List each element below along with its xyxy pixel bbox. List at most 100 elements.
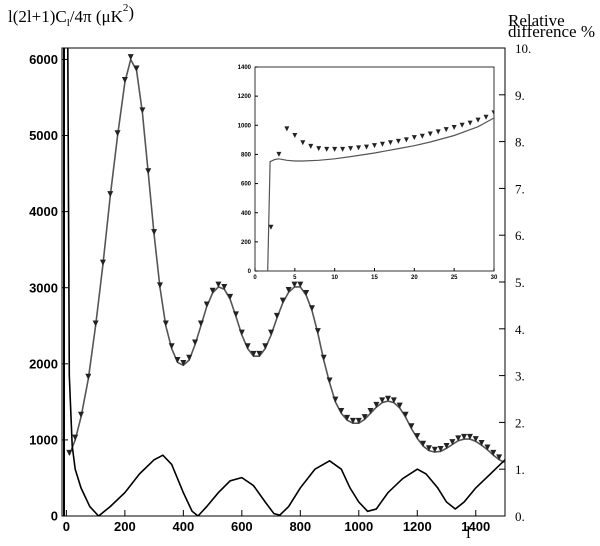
marker xyxy=(314,328,321,335)
plot-area xyxy=(267,110,494,271)
marker xyxy=(107,191,114,198)
plot-area xyxy=(66,48,505,516)
y-axis-title-part: 2 xyxy=(123,2,129,14)
marker xyxy=(292,132,298,138)
marker xyxy=(402,411,409,418)
series-line xyxy=(68,57,505,464)
marker xyxy=(215,281,222,288)
marker xyxy=(244,343,251,350)
series-line xyxy=(267,117,494,271)
y2-tick-label: 3. xyxy=(515,369,525,384)
marker xyxy=(387,140,393,146)
marker xyxy=(285,286,292,293)
marker xyxy=(491,110,494,116)
marker xyxy=(262,343,269,350)
marker xyxy=(361,414,368,421)
marker xyxy=(151,229,158,236)
x-tick-label: 20 xyxy=(411,275,418,281)
marker xyxy=(484,444,491,451)
marker xyxy=(324,146,330,152)
y2-tick-label: 8. xyxy=(515,135,525,150)
marker xyxy=(372,143,377,149)
y2-tick-label: 7. xyxy=(515,181,525,196)
marker xyxy=(180,360,187,367)
x-tick-label: 0 xyxy=(253,275,257,281)
y-axis-title-part: l xyxy=(67,17,70,29)
x-tick-label: 800 xyxy=(289,519,311,534)
marker xyxy=(99,259,106,266)
y2-tick-label: 5. xyxy=(515,275,525,290)
marker xyxy=(427,131,433,137)
marker xyxy=(449,439,456,446)
y2-tick-label: 0. xyxy=(515,509,525,524)
marker xyxy=(459,122,465,128)
marker xyxy=(414,433,421,440)
marker xyxy=(276,151,282,157)
y2-axis-title: Relative xyxy=(508,11,565,30)
marker xyxy=(395,138,401,144)
marker xyxy=(425,445,432,452)
plot-frame xyxy=(61,47,506,517)
marker xyxy=(297,281,304,288)
marker xyxy=(390,397,397,404)
marker xyxy=(408,423,415,430)
plot-frame xyxy=(254,66,495,272)
y-tick-label: 600 xyxy=(241,182,252,188)
y2-tick-label: 10. xyxy=(515,41,531,56)
y-tick-label: 800 xyxy=(241,153,252,159)
marker xyxy=(66,449,73,456)
marker xyxy=(349,417,356,424)
marker xyxy=(186,354,193,361)
marker xyxy=(344,414,351,421)
marker xyxy=(284,126,290,132)
marker xyxy=(162,320,169,327)
x-tick-label: 1200 xyxy=(403,519,432,534)
y-tick-label: 200 xyxy=(241,240,252,246)
marker xyxy=(455,435,462,442)
marker xyxy=(174,357,181,363)
marker xyxy=(192,339,199,346)
y-axis-title-part: ) xyxy=(128,3,134,22)
y-tick-label: 1000 xyxy=(238,123,252,129)
marker xyxy=(227,293,234,300)
inset-chart: 0 5 10 15 20 25 30 0 200 400 600 800 1000 1200 1400 xyxy=(238,65,498,281)
marker xyxy=(320,354,327,361)
marker xyxy=(379,141,385,147)
marker xyxy=(340,146,346,152)
marker xyxy=(472,436,479,443)
marker xyxy=(139,107,146,114)
marker xyxy=(145,168,152,175)
main-chart: 0 200 400 600 800 1000 1200 1400010002000300040… xyxy=(8,2,595,542)
marker xyxy=(467,120,473,126)
marker xyxy=(364,144,370,150)
marker xyxy=(78,411,85,418)
marker xyxy=(92,320,99,327)
x-axis-title: l xyxy=(466,523,471,542)
x-tick-label: 10 xyxy=(331,275,338,281)
marker xyxy=(466,433,473,440)
marker xyxy=(273,312,280,319)
y-tick-label: 0 xyxy=(51,509,58,524)
marker xyxy=(85,373,92,380)
y2-tick-label: 6. xyxy=(515,228,525,243)
marker xyxy=(411,135,417,141)
y-tick-label: 400 xyxy=(241,211,252,217)
marker xyxy=(300,140,306,146)
marker xyxy=(403,137,409,143)
marker xyxy=(127,54,134,61)
marker xyxy=(279,297,286,304)
x-tick-label: 1000 xyxy=(344,519,373,534)
marker xyxy=(268,224,274,230)
x-tick-label: 25 xyxy=(451,275,458,281)
marker xyxy=(238,329,245,336)
y-axis-title: l(2l+1)Cl/4π (μK2) xyxy=(8,2,134,29)
marker xyxy=(385,395,392,402)
y2-tick-label: 2. xyxy=(515,415,525,430)
x-tick-label: 600 xyxy=(231,519,253,534)
x-tick-label: 30 xyxy=(491,275,498,281)
marker xyxy=(114,130,121,137)
marker xyxy=(121,76,128,83)
marker xyxy=(332,396,339,403)
